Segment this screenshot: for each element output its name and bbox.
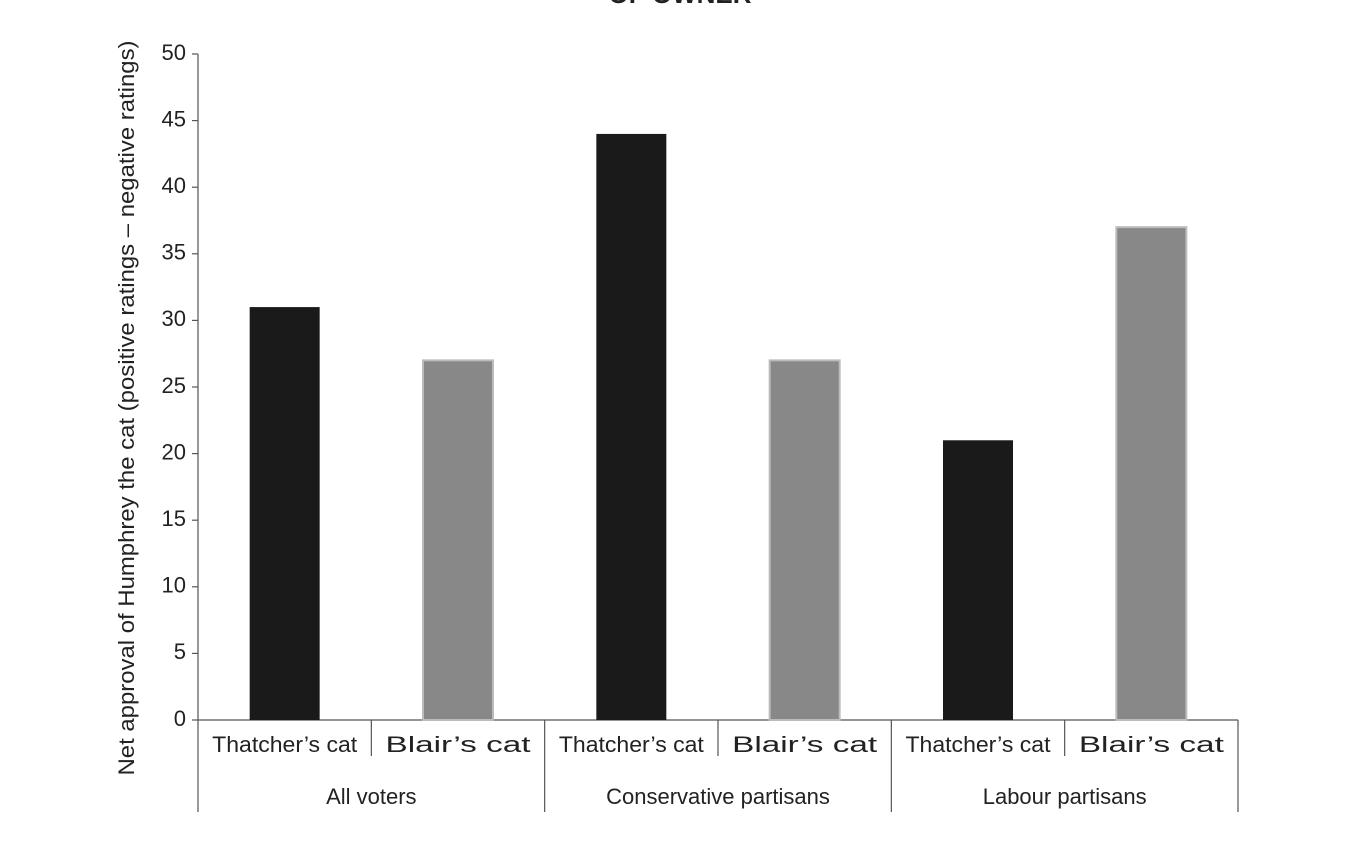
bar [596,133,667,721]
x-tick-label: Blair’s cat [732,732,877,757]
y-tick-label: 5 [174,639,186,664]
x-tick-label: Thatcher’s cat [906,732,1051,757]
group-label: All voters [326,784,416,809]
y-tick-label: 50 [162,40,186,65]
x-tick-label: Blair’s cat [1079,732,1224,757]
bar [943,440,1013,720]
y-tick-label: 10 [162,573,186,598]
y-tick-label: 45 [162,106,186,131]
bar [768,359,841,721]
bar [1115,226,1188,721]
bar [249,307,320,720]
y-axis-label: Net approval of Humphrey the cat (positi… [114,41,139,776]
x-tick-label: Blair’s cat [386,732,531,757]
y-tick-label: 35 [162,240,186,265]
group-label: Conservative partisans [606,784,830,809]
y-tick-label: 15 [162,506,186,531]
bar [422,359,494,721]
y-tick-label: 30 [162,306,186,331]
x-tick-label: Thatcher’s cat [559,732,704,757]
x-tick-label: Thatcher’s cat [212,732,357,757]
chart-title: OF OWNER [609,0,752,9]
y-tick-label: 25 [162,373,186,398]
y-tick-label: 20 [162,439,186,464]
group-label: Labour partisans [983,784,1147,809]
y-tick-label: 40 [162,173,186,198]
y-tick-label: 0 [174,706,186,731]
